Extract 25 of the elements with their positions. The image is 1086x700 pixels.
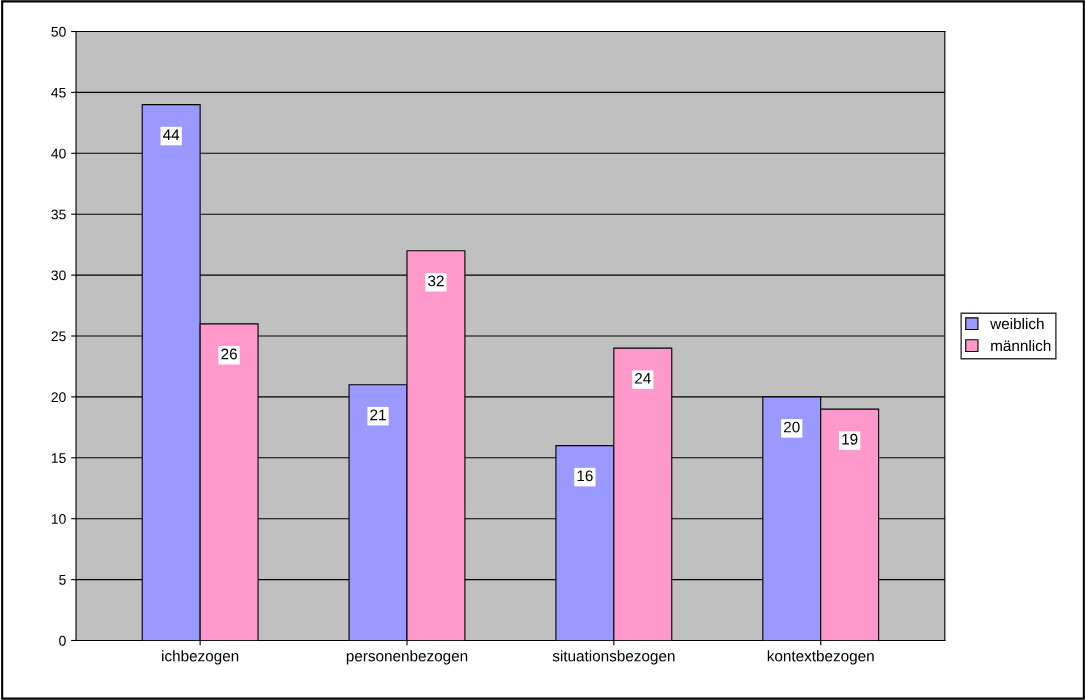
data-label: 24 [635, 372, 651, 384]
y-tick-label: 0 [59, 635, 66, 646]
data-label: 26 [221, 348, 237, 360]
legend-label: männlich [991, 339, 1051, 352]
x-tick-label: situationsbezogen [552, 650, 675, 665]
data-label: 44 [163, 129, 180, 141]
x-tick-label: personenbezogen [346, 650, 468, 665]
y-tick-label: 20 [51, 392, 66, 403]
data-label: 20 [784, 421, 800, 433]
y-tick-label: 5 [59, 575, 66, 585]
x-tick-label: ichbezogen [162, 650, 239, 665]
y-tick-label: 45 [51, 87, 66, 98]
data-label: 16 [577, 470, 593, 482]
y-tick-label: 10 [51, 514, 66, 524]
data-label: 32 [428, 275, 444, 287]
data-label: 21 [370, 409, 386, 421]
y-tick-label: 25 [51, 331, 66, 342]
y-tick-label: 50 [51, 26, 66, 37]
data-label: 19 [842, 433, 858, 445]
y-tick-label: 35 [51, 209, 66, 220]
legend-label: weiblich [990, 317, 1044, 330]
x-tick-label: kontextbezogen [767, 650, 874, 665]
y-tick-label: 15 [51, 453, 66, 463]
y-tick-label: 30 [51, 270, 66, 281]
y-tick-label: 40 [51, 148, 66, 159]
